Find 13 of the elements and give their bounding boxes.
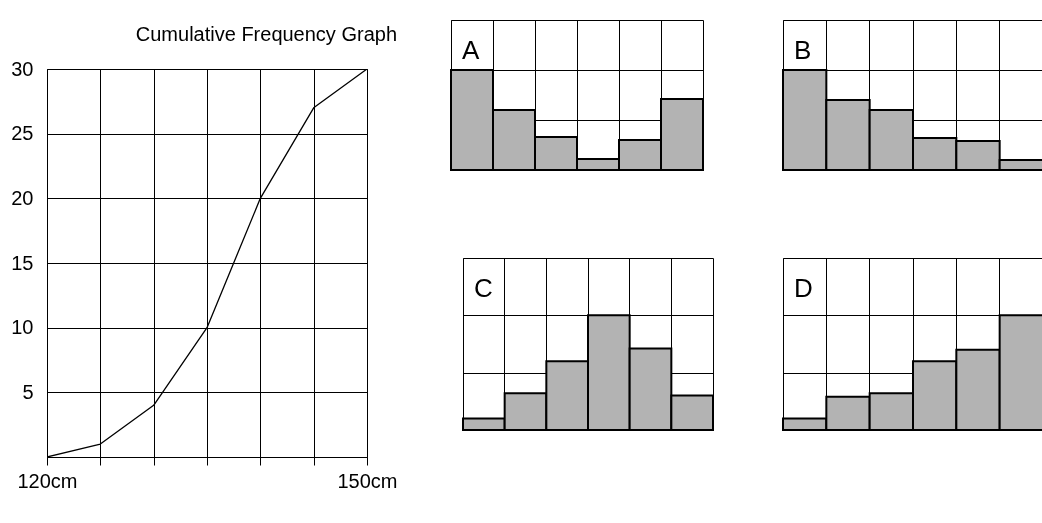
- chart-title: A: [462, 35, 480, 65]
- chart-title: Cumulative Frequency Graph: [135, 23, 398, 45]
- y-tick-label: 25: [11, 122, 34, 145]
- chart-title: D: [794, 273, 813, 303]
- x-tick-label: 120cm: [17, 469, 78, 492]
- y-tick-label: 20: [11, 186, 34, 209]
- chart-title: C: [474, 273, 493, 303]
- y-tick-label: 5: [22, 380, 34, 403]
- y-tick-label: 10: [11, 316, 34, 339]
- y-tick-label: 15: [11, 251, 34, 274]
- chart-title: B: [794, 35, 812, 65]
- y-tick-label: 30: [11, 57, 34, 80]
- x-tick-label: 150cm: [337, 469, 398, 492]
